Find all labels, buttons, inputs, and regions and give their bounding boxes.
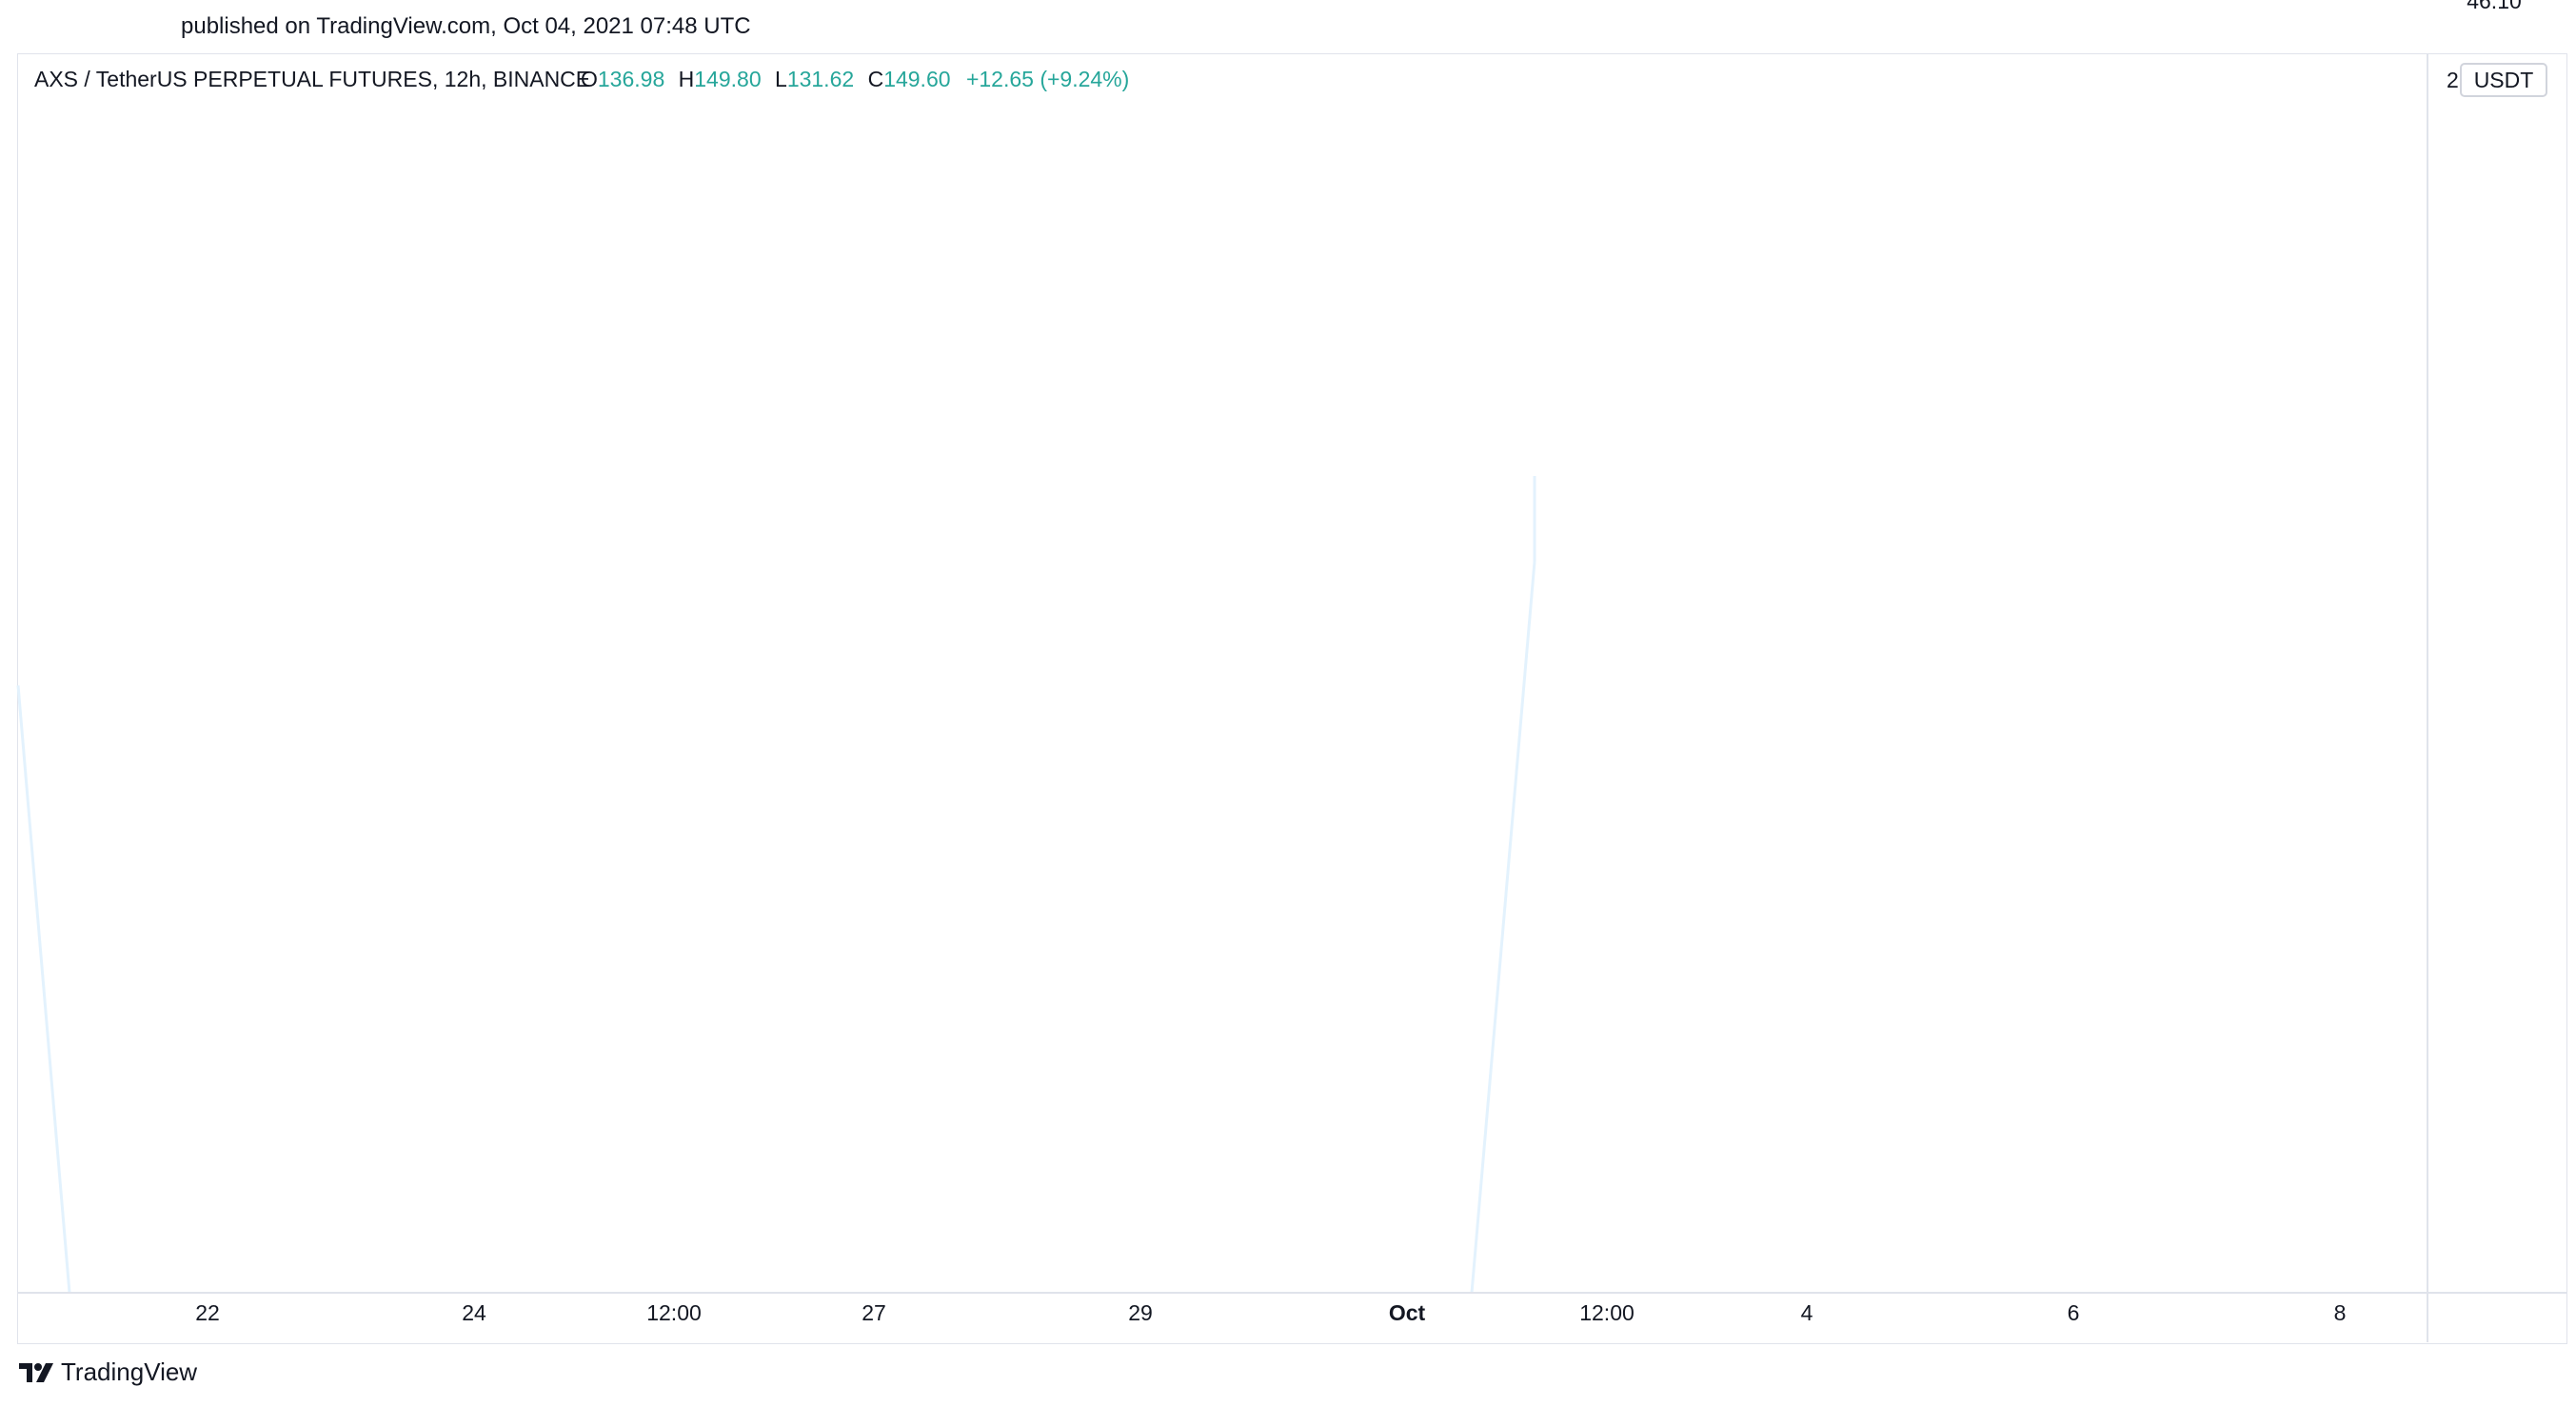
time-tick-label: 12:00: [1579, 1300, 1635, 1325]
legend-open-label: O: [581, 67, 598, 91]
time-tick-label: 22: [195, 1300, 220, 1325]
time-tick-label: 4: [1801, 1300, 1813, 1325]
legend-close: 149.60: [883, 67, 950, 91]
time-tick-label: 6: [2068, 1300, 2080, 1325]
legend: AXS / TetherUS PERPETUAL FUTURES, 12h, B…: [34, 67, 1129, 91]
legend-high-label: H: [679, 67, 695, 91]
currency-button[interactable]: USDT: [2460, 63, 2547, 97]
chart-overlays: [16, 476, 1536, 1294]
price-axis: 46.1049.5053.5057.5062.5068.5074.5080.50…: [2427, 0, 2547, 1342]
legend-low: 131.62: [787, 67, 854, 91]
legend-open: 136.98: [598, 67, 664, 91]
price-axis-clipped-label: 2: [2447, 68, 2459, 92]
tradingview-logo-text: TradingView: [61, 1357, 198, 1386]
published-caption: published on TradingView.com, Oct 04, 20…: [181, 13, 751, 39]
tradingview-logo-icon: [19, 1362, 53, 1382]
time-tick-label: 8: [2334, 1300, 2347, 1325]
time-tick-label: 27: [862, 1300, 886, 1325]
time-axis: 22 24 12:00 27 29 Oct 12:00 4 6 8: [18, 1292, 2566, 1325]
time-tick-label: 24: [462, 1300, 486, 1325]
legend-ohlc: O136.98 H149.80 L131.62 C149.60 +12.65 (…: [581, 67, 1129, 91]
currency-label: USDT: [2474, 68, 2534, 92]
td-trendline-mid: [1470, 561, 1536, 1294]
price-tick-label: 46.10: [2467, 0, 2522, 13]
time-tick-label: Oct: [1389, 1300, 1426, 1325]
time-tick-label: 12:00: [646, 1300, 702, 1325]
chart-frame: [17, 53, 2567, 1344]
legend-change: +12.65 (+9.24%): [966, 67, 1129, 91]
legend-close-label: C: [868, 67, 884, 91]
time-tick-label: 29: [1128, 1300, 1153, 1325]
td-trendline-left: [16, 684, 71, 1294]
legend-low-label: L: [775, 67, 787, 91]
tradingview-logo[interactable]: TradingView: [17, 1357, 197, 1387]
legend-symbol: AXS / TetherUS PERPETUAL FUTURES, 12h, B…: [34, 67, 590, 91]
legend-high: 149.80: [694, 67, 761, 91]
currency-button-frame: [2460, 63, 2547, 97]
